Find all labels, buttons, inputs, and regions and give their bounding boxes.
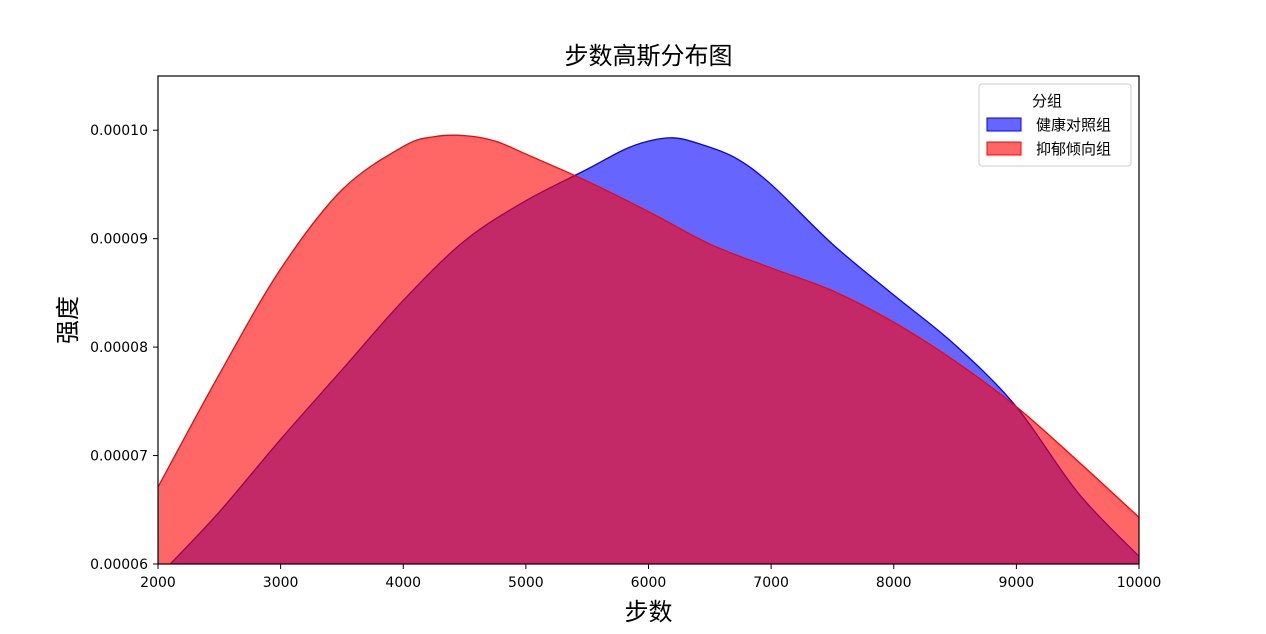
y-tick-label: 0.00009 [90,232,148,248]
x-tick-label: 8000 [876,575,912,591]
y-tick-label: 0.00010 [90,123,148,139]
series-areas [158,134,1139,564]
x-axis: 2000 3000 4000 5000 6000 7000 8000 9000 10000 [140,564,1161,591]
x-tick-label: 6000 [631,575,667,591]
x-axis-label: 步数 [625,598,673,626]
chart-title: 步数高斯分布图 [565,42,733,70]
x-tick-label: 2000 [140,575,176,591]
legend-label-1: 健康对照组 [1036,116,1111,134]
x-tick-label: 3000 [263,575,299,591]
x-tick-label: 7000 [753,575,789,591]
legend-swatch-2 [986,141,1022,156]
legend-label-2: 抑郁倾向组 [1036,140,1111,158]
series-area-2 [158,135,1139,564]
x-tick-label: 5000 [508,575,544,591]
x-tick-label: 9000 [999,575,1035,591]
x-tick-label: 4000 [385,575,421,591]
y-axis-label: 强度 [54,296,82,344]
legend-title: 分组 [1032,92,1062,110]
y-tick-label: 0.00007 [90,449,148,465]
y-tick-label: 0.00008 [90,340,148,356]
legend-swatch-1 [986,117,1022,132]
x-tick-label: 10000 [1117,575,1162,591]
y-axis: 0.00006 0.00007 0.00008 0.00009 0.00010 [90,123,158,573]
y-tick-label: 0.00006 [90,557,148,573]
series-line-2 [158,134,1139,518]
